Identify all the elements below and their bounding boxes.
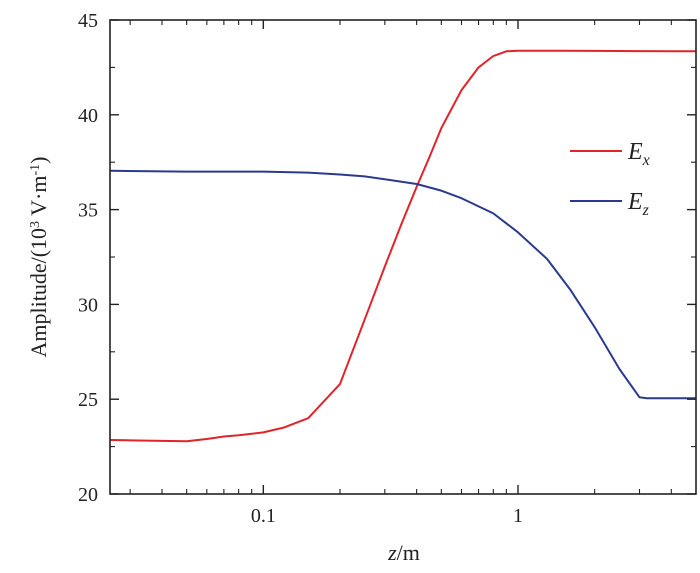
y-axis-mid: V·m bbox=[26, 176, 51, 221]
y-tick-label: 20 bbox=[78, 484, 98, 506]
series-line-Ez bbox=[109, 169, 696, 400]
axis-ticks bbox=[110, 19, 696, 495]
legend: Ex Ez bbox=[570, 139, 650, 219]
y-tick-label: 35 bbox=[78, 200, 98, 222]
series-lines bbox=[109, 49, 696, 443]
x-axis-unit: /m bbox=[397, 540, 420, 565]
y-axis-title: Amplitude/(103 V·m-1) bbox=[26, 157, 51, 358]
axis-tick-labels: 0.1 1 20 25 30 35 40 45 bbox=[78, 10, 523, 527]
y-tick-label: 40 bbox=[78, 105, 98, 127]
y-axis-sup1: 3 bbox=[28, 221, 43, 228]
y-axis-sup2: -1 bbox=[28, 164, 43, 176]
x-tick-label: 0.1 bbox=[251, 505, 276, 527]
x-tick-label: 1 bbox=[513, 505, 523, 527]
legend-label-Ez: Ez bbox=[627, 189, 650, 219]
x-axis-title: z/m bbox=[387, 540, 420, 565]
y-tick-label: 30 bbox=[78, 294, 98, 316]
series-line-Ex bbox=[109, 49, 696, 443]
y-tick-label: 25 bbox=[78, 389, 98, 411]
plot-frame bbox=[109, 19, 697, 495]
x-axis-var: z bbox=[387, 540, 397, 565]
y-axis-suffix: ) bbox=[26, 157, 51, 164]
legend-label-Ex: Ex bbox=[627, 139, 650, 169]
y-tick-label: 45 bbox=[78, 10, 98, 32]
y-axis-prefix: Amplitude/(10 bbox=[26, 228, 51, 358]
